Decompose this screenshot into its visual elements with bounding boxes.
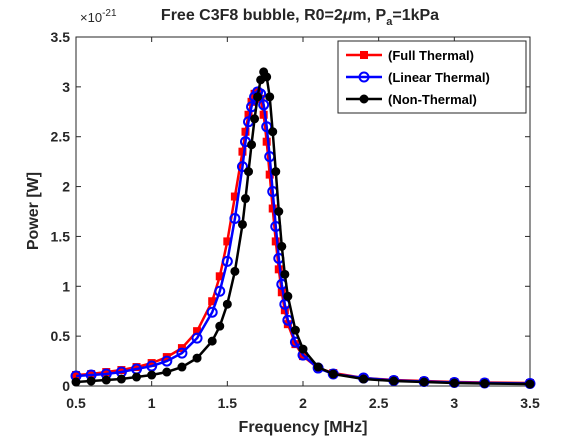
y-tick-label: 0 [62,378,70,394]
series-marker [192,353,202,363]
x-tick-label: 2 [299,395,307,411]
x-tick-label: 1.5 [218,395,238,411]
series-marker [274,207,284,216]
series-marker [238,147,247,156]
y-tick-label: 2.5 [51,129,71,145]
series-marker [247,140,257,150]
legend-label: (Linear Thermal) [388,70,490,85]
series-marker [262,72,272,82]
title-tail: =1kPa [392,7,439,24]
series-marker [207,336,217,346]
title-subscript: a [386,16,393,28]
series-marker [177,362,187,372]
y-exponent: ×10-21 [80,8,117,25]
series-marker [359,94,369,104]
series-marker [290,325,300,335]
series-marker [222,299,232,309]
series-marker [230,266,240,276]
series-marker [265,92,275,102]
series-marker [298,344,308,354]
legend-label: (Full Thermal) [388,48,474,63]
legend-item: (Non-Thermal) [346,92,477,107]
series-marker [191,332,203,344]
legend: (Full Thermal) (Linear Thermal) (Non-Therm… [337,40,527,114]
series-marker [268,127,278,137]
series-marker [525,379,535,389]
series-marker [271,167,281,177]
series-marker [237,219,247,229]
y-tick-label: 2 [62,179,70,195]
series-marker [215,321,225,331]
x-tick-label: 1 [148,395,156,411]
y-exponent-power: -21 [102,8,117,19]
series-marker [283,291,293,301]
series-marker [250,114,260,124]
x-tick-label: 2.5 [369,395,389,411]
title-main: Free C3F8 bubble, R0=2 [161,7,343,24]
series-marker [176,347,188,359]
series-marker [229,212,241,224]
series-marker [449,378,459,388]
series-marker [358,71,370,83]
series-marker [253,92,263,102]
series-marker [480,379,490,389]
series-marker [162,367,172,377]
series-marker [359,374,369,384]
series-marker [236,161,248,173]
y-tick-label: 3.5 [51,29,71,45]
x-tick-label: 3.5 [520,395,540,411]
series-marker [71,377,81,387]
y-tick-label: 3 [62,79,70,95]
x-tick-label: 3 [450,395,458,411]
legend-item: (Linear Thermal) [346,70,490,85]
series-marker [419,377,429,387]
series-marker [221,255,233,267]
series-marker [240,194,250,204]
series-group [70,67,536,390]
legend-label: (Non-Thermal) [388,92,477,107]
series-marker [258,99,270,111]
series-2 [71,67,535,389]
series-marker [244,167,254,177]
y-axis-label: Power [W] [25,172,42,250]
series-marker [277,241,287,251]
y-exponent-base: ×10 [80,10,102,25]
series-marker [360,51,368,59]
series-marker [206,306,218,318]
series-marker [86,376,96,386]
y-tick-label: 1.5 [51,228,71,244]
y-tick-label: 1 [62,278,70,294]
y-tick-label: 0.5 [51,328,71,344]
series-marker [147,370,157,380]
series-marker [116,374,126,384]
series-marker [328,369,338,379]
series-marker [313,362,323,372]
title-rest: m, P [352,7,386,24]
x-axis-label: Frequency [MHz] [239,419,368,436]
title-mu: μ [342,7,353,24]
series-marker [132,372,142,382]
legend-item: (Full Thermal) [346,48,474,63]
series-marker [214,285,226,297]
series-marker [280,269,290,279]
x-tick-label: 0.5 [66,395,86,411]
chart-title: Free C3F8 bubble, R0=2μm, Pa=1kPa [161,7,439,28]
series-marker [161,355,173,367]
series-marker [101,375,111,385]
series-marker [389,376,399,386]
